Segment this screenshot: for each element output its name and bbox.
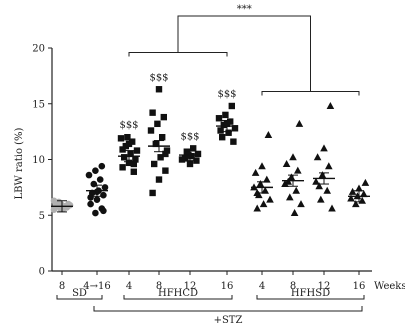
significance-label: *** bbox=[237, 4, 252, 15]
x-tick-label: 4 bbox=[126, 281, 132, 292]
data-point-circle bbox=[92, 167, 99, 174]
data-point-triangle bbox=[257, 180, 265, 187]
group-label: HFHCD bbox=[158, 288, 198, 299]
data-point-triangle bbox=[328, 205, 336, 212]
data-point-triangle bbox=[347, 195, 355, 202]
data-point-triangle bbox=[258, 162, 266, 169]
data-point-circle bbox=[86, 172, 93, 179]
data-point-square bbox=[134, 147, 140, 153]
x-tick-label: 8 bbox=[59, 281, 65, 292]
x-tick-label: 16 bbox=[353, 281, 366, 292]
data-point-triangle bbox=[296, 120, 304, 127]
dollar-annotation: $$$ bbox=[180, 131, 199, 142]
data-point-triangle bbox=[266, 196, 274, 203]
data-point-square bbox=[131, 169, 137, 175]
data-point-square bbox=[121, 154, 127, 160]
data-point-square bbox=[229, 103, 235, 109]
data-point-triangle bbox=[319, 171, 327, 178]
x-tick-label: 4→16 bbox=[83, 281, 110, 292]
data-point-square bbox=[230, 138, 236, 144]
y-tick-label: 15 bbox=[32, 99, 45, 110]
data-point-circle bbox=[99, 163, 106, 170]
data-point-square bbox=[217, 127, 223, 133]
data-point-triangle bbox=[294, 167, 302, 174]
data-point-square bbox=[156, 176, 162, 182]
data-point-circle bbox=[87, 194, 94, 201]
data-point-square bbox=[151, 161, 157, 167]
dollar-annotation: $$$ bbox=[217, 89, 236, 100]
data-point-triangle bbox=[317, 196, 325, 203]
data-point-triangle bbox=[265, 131, 273, 138]
data-point-square bbox=[154, 121, 160, 127]
data-point-square bbox=[161, 114, 167, 120]
data-point-square bbox=[124, 134, 130, 140]
data-point-triangle bbox=[289, 153, 297, 160]
comparison-bracket bbox=[178, 16, 311, 91]
group-label: HFHSD bbox=[291, 288, 330, 299]
hfhcd-bracket bbox=[129, 52, 227, 56]
data-point-square bbox=[149, 190, 155, 196]
y-tick-label: 5 bbox=[39, 211, 45, 222]
data-point-triangle bbox=[314, 153, 322, 160]
data-point-triangle bbox=[286, 193, 294, 200]
data-point-circle bbox=[94, 196, 101, 203]
data-point-square bbox=[190, 145, 196, 151]
super-group-label: +STZ bbox=[214, 315, 243, 326]
data-point-circle bbox=[91, 181, 98, 188]
data-point-circle bbox=[102, 184, 109, 191]
data-point-triangle bbox=[327, 102, 335, 109]
data-point-triangle bbox=[292, 187, 300, 194]
data-point-triangle bbox=[320, 144, 328, 151]
data-point-square bbox=[156, 86, 162, 92]
data-point-circle bbox=[100, 207, 107, 214]
data-point-square bbox=[148, 127, 154, 133]
data-point-square bbox=[219, 134, 225, 140]
data-point-triangle bbox=[362, 179, 370, 186]
data-point-square bbox=[187, 161, 193, 167]
data-point-square bbox=[119, 164, 125, 170]
axes: 0 5 10 15 20 bbox=[32, 44, 372, 278]
data-point-circle bbox=[97, 176, 104, 183]
data-point-square bbox=[126, 141, 132, 147]
super-group-bracket bbox=[94, 306, 362, 311]
data-point-square bbox=[195, 151, 201, 157]
data-point-triangle bbox=[323, 187, 331, 194]
data-point-triangle bbox=[283, 160, 291, 167]
x-axis-label: Weeks bbox=[374, 281, 405, 292]
data-point-square bbox=[149, 109, 155, 115]
data-point-triangle bbox=[291, 209, 299, 216]
y-tick-label: 10 bbox=[32, 155, 45, 166]
data-point-triangle bbox=[325, 162, 333, 169]
hfhsd-bracket bbox=[262, 91, 359, 95]
x-tick-label: 4 bbox=[259, 281, 265, 292]
data-point-square bbox=[225, 130, 231, 136]
data-point-triangle bbox=[297, 200, 305, 207]
data-point-circle bbox=[51, 197, 58, 204]
data-point-square bbox=[216, 115, 222, 121]
data-point-square bbox=[179, 156, 185, 162]
group-label: SD bbox=[72, 288, 87, 299]
dollar-annotation: $$$ bbox=[119, 120, 138, 131]
data-point-circle bbox=[92, 210, 99, 217]
data-point-circle bbox=[87, 201, 94, 208]
data-point-square bbox=[119, 146, 125, 152]
data-point-triangle bbox=[349, 188, 357, 195]
data-point-square bbox=[118, 135, 124, 141]
y-axis-label: LBW ratio (%) bbox=[14, 127, 25, 199]
x-tick-label: 16 bbox=[221, 281, 234, 292]
data-point-square bbox=[222, 112, 228, 118]
data-point-square bbox=[159, 134, 165, 140]
data-point-triangle bbox=[253, 205, 261, 212]
dollar-annotation: $$$ bbox=[149, 72, 168, 83]
data-point-triangle bbox=[252, 169, 260, 176]
data-point-triangle bbox=[260, 200, 268, 207]
y-tick-label: 20 bbox=[32, 44, 45, 55]
y-tick-label: 0 bbox=[39, 267, 45, 278]
data-point-square bbox=[162, 167, 168, 173]
